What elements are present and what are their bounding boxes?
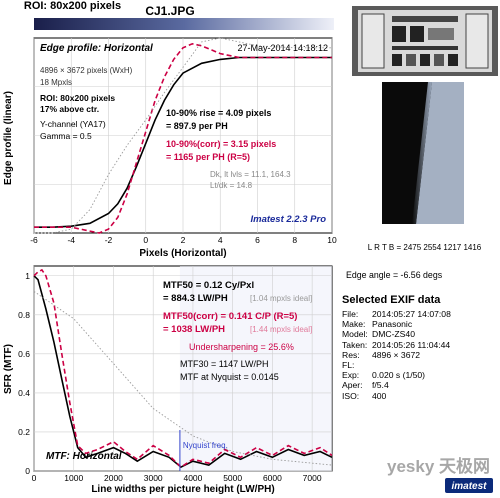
edge-info-2: 18 Mpxls	[40, 78, 72, 87]
watermark-text: yesky 天极网	[387, 457, 490, 476]
mtf50: MTF50 = 0.12 Cy/Pxl	[163, 280, 254, 291]
mtf-tick-labels: 0 1000 2000 3000 4000 5000 6000 7000 0 0.2 0.4 0.6 0…	[18, 271, 322, 483]
exif-value: DMC-ZS40	[372, 329, 415, 340]
exif-value: 400	[372, 390, 387, 401]
x-tick-label: 4000	[183, 473, 202, 483]
mtf-xlabel: Line widths per picture height (LW/PH)	[91, 484, 274, 495]
edge-angle: Edge angle = -6.56 degs	[346, 270, 443, 280]
x-tick-label: 3000	[144, 473, 163, 483]
exif-key: Res:	[342, 349, 360, 360]
exif-key: Exp:	[342, 370, 360, 381]
edge-profile-chart: -6 -4 -2 0 2 4 6 8 10 Edge profile: Horizontal 2…	[3, 37, 337, 258]
edge-gamma: Gamma = 0.5	[40, 131, 92, 141]
edge-above: 17% above ctr.	[40, 104, 99, 114]
x-tick-label: 2	[181, 235, 186, 245]
edge-rise-2: = 897.9 per PH	[166, 121, 228, 131]
edge-roi: ROI: 80x200 pixels	[40, 93, 115, 103]
gradient-bar	[34, 18, 334, 30]
mtf-ylabel: SFR (MTF)	[3, 344, 14, 394]
y-tick-label: 0.8	[18, 310, 30, 320]
exif-value: 2014:05:26 11:04:44	[372, 339, 451, 350]
x-tick-label: 0	[143, 235, 148, 245]
mtf50-corr-ideal: [1.44 mpxls ideal]	[250, 325, 312, 334]
mtf-heading: MTF: Horizontal	[46, 451, 122, 462]
window-title: CJ1.JPG	[145, 4, 195, 18]
mtf-series	[33, 268, 333, 469]
watermark-logo: yesky 天极网 imatest	[387, 457, 493, 493]
edge-info-1: 4896 × 3672 pixels (WxH)	[40, 66, 133, 75]
mtf-grid	[33, 266, 332, 472]
edge-channel: Y-channel (YA17)	[40, 119, 106, 129]
exif-value: 4896 × 3672	[372, 349, 421, 360]
x-tick-label: 0	[32, 473, 37, 483]
edge-corr-1: 10-90%(corr) = 3.15 pixels	[166, 139, 276, 149]
roi-coords: L R T B = 2475 2554 1217 1416	[367, 243, 482, 252]
mtf-nyquist: MTF at Nyquist = 0.0145	[180, 372, 279, 382]
edge-series	[34, 37, 332, 234]
exif-value: 2014:05:27 14:07:08	[372, 309, 451, 319]
exif-key: ISO:	[342, 390, 360, 401]
edge-dk-2: Lt/dk = 14.8	[210, 181, 253, 190]
series-solid-black	[33, 275, 333, 469]
series-dashed-red	[34, 42, 332, 234]
exif-value: 0.020 s (1/50)	[372, 370, 426, 381]
x-tick-label: -6	[30, 235, 38, 245]
edge-grid	[33, 38, 333, 233]
mtf50-corr: MTF50(corr) = 0.141 C/P (R=5)	[163, 311, 297, 322]
exif-title: Selected EXIF data	[342, 294, 441, 306]
exif-key: FL:	[342, 360, 355, 370]
x-tick-label: 10	[327, 235, 337, 245]
x-tick-label: 8	[292, 235, 297, 245]
undersharpening: Undersharpening = 25.6%	[189, 342, 294, 352]
exif-key: Taken:	[342, 339, 368, 350]
x-tick-label: 6000	[263, 473, 282, 483]
mtf50-corr-lw: = 1038 LW/PH	[163, 324, 225, 335]
edge-corr-2: = 1165 per PH (R=5)	[166, 152, 250, 162]
y-tick-label: 1	[25, 271, 30, 281]
edge-heading: Edge profile: Horizontal	[40, 43, 153, 54]
exif-key: Model:	[342, 329, 368, 340]
nyquist-label: Nyquist freq.	[183, 441, 228, 450]
watermark-brand: imatest	[451, 481, 487, 492]
exif-key: Aper:	[342, 380, 363, 391]
x-tick-label: 4	[218, 235, 223, 245]
exif-value: Panasonic	[372, 319, 413, 330]
x-tick-label: 6	[255, 235, 260, 245]
x-tick-label: 5000	[223, 473, 242, 483]
edge-ylabel: Edge profile (linear)	[3, 91, 14, 185]
mtf-chart: 0 1000 2000 3000 4000 5000 6000 7000 0 0.2 0.4 0.6 0…	[3, 265, 333, 495]
edge-tick-labels: -6 -4 -2 0 2 4 6 8 10	[30, 235, 337, 245]
nyquist-shade	[179, 266, 332, 471]
x-tick-label: 7000	[303, 473, 322, 483]
exif-key: Make:	[342, 319, 366, 330]
x-tick-label: -4	[67, 235, 75, 245]
y-tick-label: 0.6	[18, 349, 30, 359]
edge-timestamp: 27-May-2014 14:18:12	[237, 43, 328, 53]
roi-crop-image	[382, 82, 464, 224]
edge-xlabel: Pixels (Horizontal)	[139, 248, 226, 258]
y-tick-label: 0	[25, 466, 30, 476]
series-dashed-red	[33, 268, 333, 469]
mtf50-lw: = 884.3 LW/PH	[163, 293, 228, 304]
mtf50-ideal: [1.04 mpxls ideal]	[250, 294, 312, 303]
mtf30: MTF30 = 1147 LW/PH	[180, 359, 268, 369]
series-dotted-gray	[34, 37, 332, 234]
roi-title: ROI: 80x200 pixels	[23, 0, 122, 12]
x-tick-label: 2000	[104, 473, 123, 483]
exif-key: File:	[342, 309, 359, 319]
x-tick-label: -2	[105, 235, 113, 245]
y-tick-label: 0.2	[18, 427, 30, 437]
edge-brand: Imatest 2.2.3 Pro	[250, 214, 326, 225]
exif-value: f/5.4	[372, 380, 389, 391]
edge-rise-1: 10-90% rise = 4.09 pixels	[166, 108, 271, 118]
x-tick-label: 1000	[64, 473, 83, 483]
y-tick-label: 0.4	[18, 388, 30, 398]
chart-thumbnail	[352, 6, 498, 76]
edge-dk-1: Dk, lt lvls = 11.1, 164.3	[210, 170, 291, 179]
